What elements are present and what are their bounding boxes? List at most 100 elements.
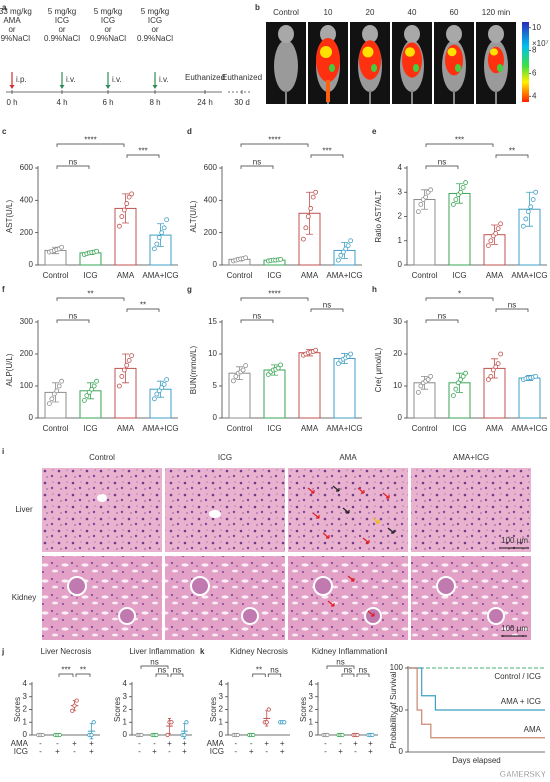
significance-bracket <box>425 165 459 169</box>
significance-bracket <box>240 143 309 147</box>
data-point <box>418 383 424 389</box>
signal <box>329 64 335 72</box>
y-axis-label: BUN(mmol/L) <box>189 345 198 394</box>
x-tick-label: AMA+ICG <box>142 271 178 280</box>
significance-label: ns <box>508 301 516 310</box>
y-tick-label: 100 <box>20 381 34 390</box>
data-point <box>463 180 469 185</box>
data-point <box>124 362 130 368</box>
significance-bracket <box>240 319 274 323</box>
data-point <box>305 214 311 219</box>
data-point <box>126 194 132 200</box>
data-point <box>59 378 65 384</box>
data-point <box>151 246 157 252</box>
colorbar <box>522 22 529 102</box>
glomerulus <box>190 576 210 596</box>
data-point <box>84 393 90 399</box>
panel-letter: g <box>187 285 192 294</box>
data-point <box>139 732 144 738</box>
y-tick-label: 200 <box>20 349 34 358</box>
bar <box>518 377 541 419</box>
y-tick-label: 1 <box>23 717 28 726</box>
significance-bracket <box>58 673 74 677</box>
data-point <box>119 373 125 379</box>
x-tick-label: AMA <box>486 424 504 433</box>
axis <box>31 682 100 736</box>
data-point <box>121 207 127 213</box>
data-point <box>493 364 499 370</box>
panel-letter: i <box>2 447 4 456</box>
survival-line <box>408 667 545 711</box>
data-point <box>240 367 246 373</box>
significance-bracket <box>495 308 529 312</box>
significance-bracket <box>56 143 125 147</box>
signal <box>497 64 503 72</box>
y-tick-label: 2 <box>123 705 128 714</box>
data-point <box>493 231 499 236</box>
significance-bracket <box>126 308 160 312</box>
x-row-sign: + <box>55 747 60 756</box>
x-tick-label: ICG <box>83 424 97 433</box>
data-point <box>308 206 314 211</box>
significance-label: ns <box>359 666 367 675</box>
bar <box>298 352 321 419</box>
vessel <box>97 494 107 502</box>
data-point <box>182 732 187 738</box>
data-point <box>126 357 132 363</box>
histology-column: AMA <box>339 453 357 462</box>
x-row-sign: + <box>152 747 157 756</box>
glomerulus <box>241 607 259 625</box>
histology-image <box>411 468 531 552</box>
x-row-sign: - <box>73 747 76 756</box>
panel-letter: a <box>2 3 7 12</box>
x-row-sign: - <box>56 739 59 748</box>
data-point <box>282 720 287 725</box>
dose-text: 0.9%NaCl <box>0 34 30 43</box>
significance-bracket <box>310 154 344 158</box>
data-point <box>161 381 167 387</box>
y-tick-label: 3 <box>219 692 224 701</box>
y-tick-label: 10 <box>208 349 217 358</box>
data-point <box>303 225 309 231</box>
data-point <box>495 361 501 367</box>
mouse-head <box>488 25 504 43</box>
dose-arrowhead <box>9 85 15 89</box>
dose-text: ICG <box>55 16 69 25</box>
y-tick-label: 0 <box>398 260 403 269</box>
y-tick-label: 10 <box>393 381 402 390</box>
significance-label: **** <box>84 136 96 145</box>
bar <box>263 369 286 419</box>
data-point <box>338 252 344 258</box>
significance-label: ns <box>69 312 77 321</box>
significance-bracket <box>310 308 344 312</box>
data-point <box>129 353 135 359</box>
data-point <box>129 191 135 197</box>
significance-label: ** <box>140 301 146 310</box>
x-tick-label: AMA+ICG <box>142 424 178 433</box>
significance-bracket <box>126 154 160 158</box>
significance-bracket <box>240 297 309 301</box>
significance-bracket <box>75 673 91 677</box>
panel-letter: e <box>372 127 377 136</box>
data-point <box>528 204 534 210</box>
significance-label: ns <box>438 158 446 167</box>
y-tick-label: 2 <box>23 705 28 714</box>
data-point <box>57 732 62 738</box>
x-row-sign: + <box>368 747 373 756</box>
data-point <box>313 189 319 195</box>
histology-image <box>288 556 408 640</box>
significance-bracket <box>326 665 355 669</box>
y-tick-label: 15 <box>208 317 217 326</box>
x-row-sign: + <box>368 739 373 748</box>
y-tick-label: 0 <box>123 730 128 739</box>
significance-label: ** <box>256 666 262 675</box>
signal <box>320 46 332 58</box>
scale-bar-label: 100 μm <box>501 536 528 545</box>
significance-bracket <box>267 673 282 677</box>
data-point <box>49 396 55 402</box>
colorbar-unit: ×10⁷ <box>532 39 549 48</box>
histology-column: Control <box>89 453 115 462</box>
x-tick-label: ICG <box>452 424 466 433</box>
dose-arrowhead <box>105 85 111 89</box>
data-point <box>233 373 239 379</box>
